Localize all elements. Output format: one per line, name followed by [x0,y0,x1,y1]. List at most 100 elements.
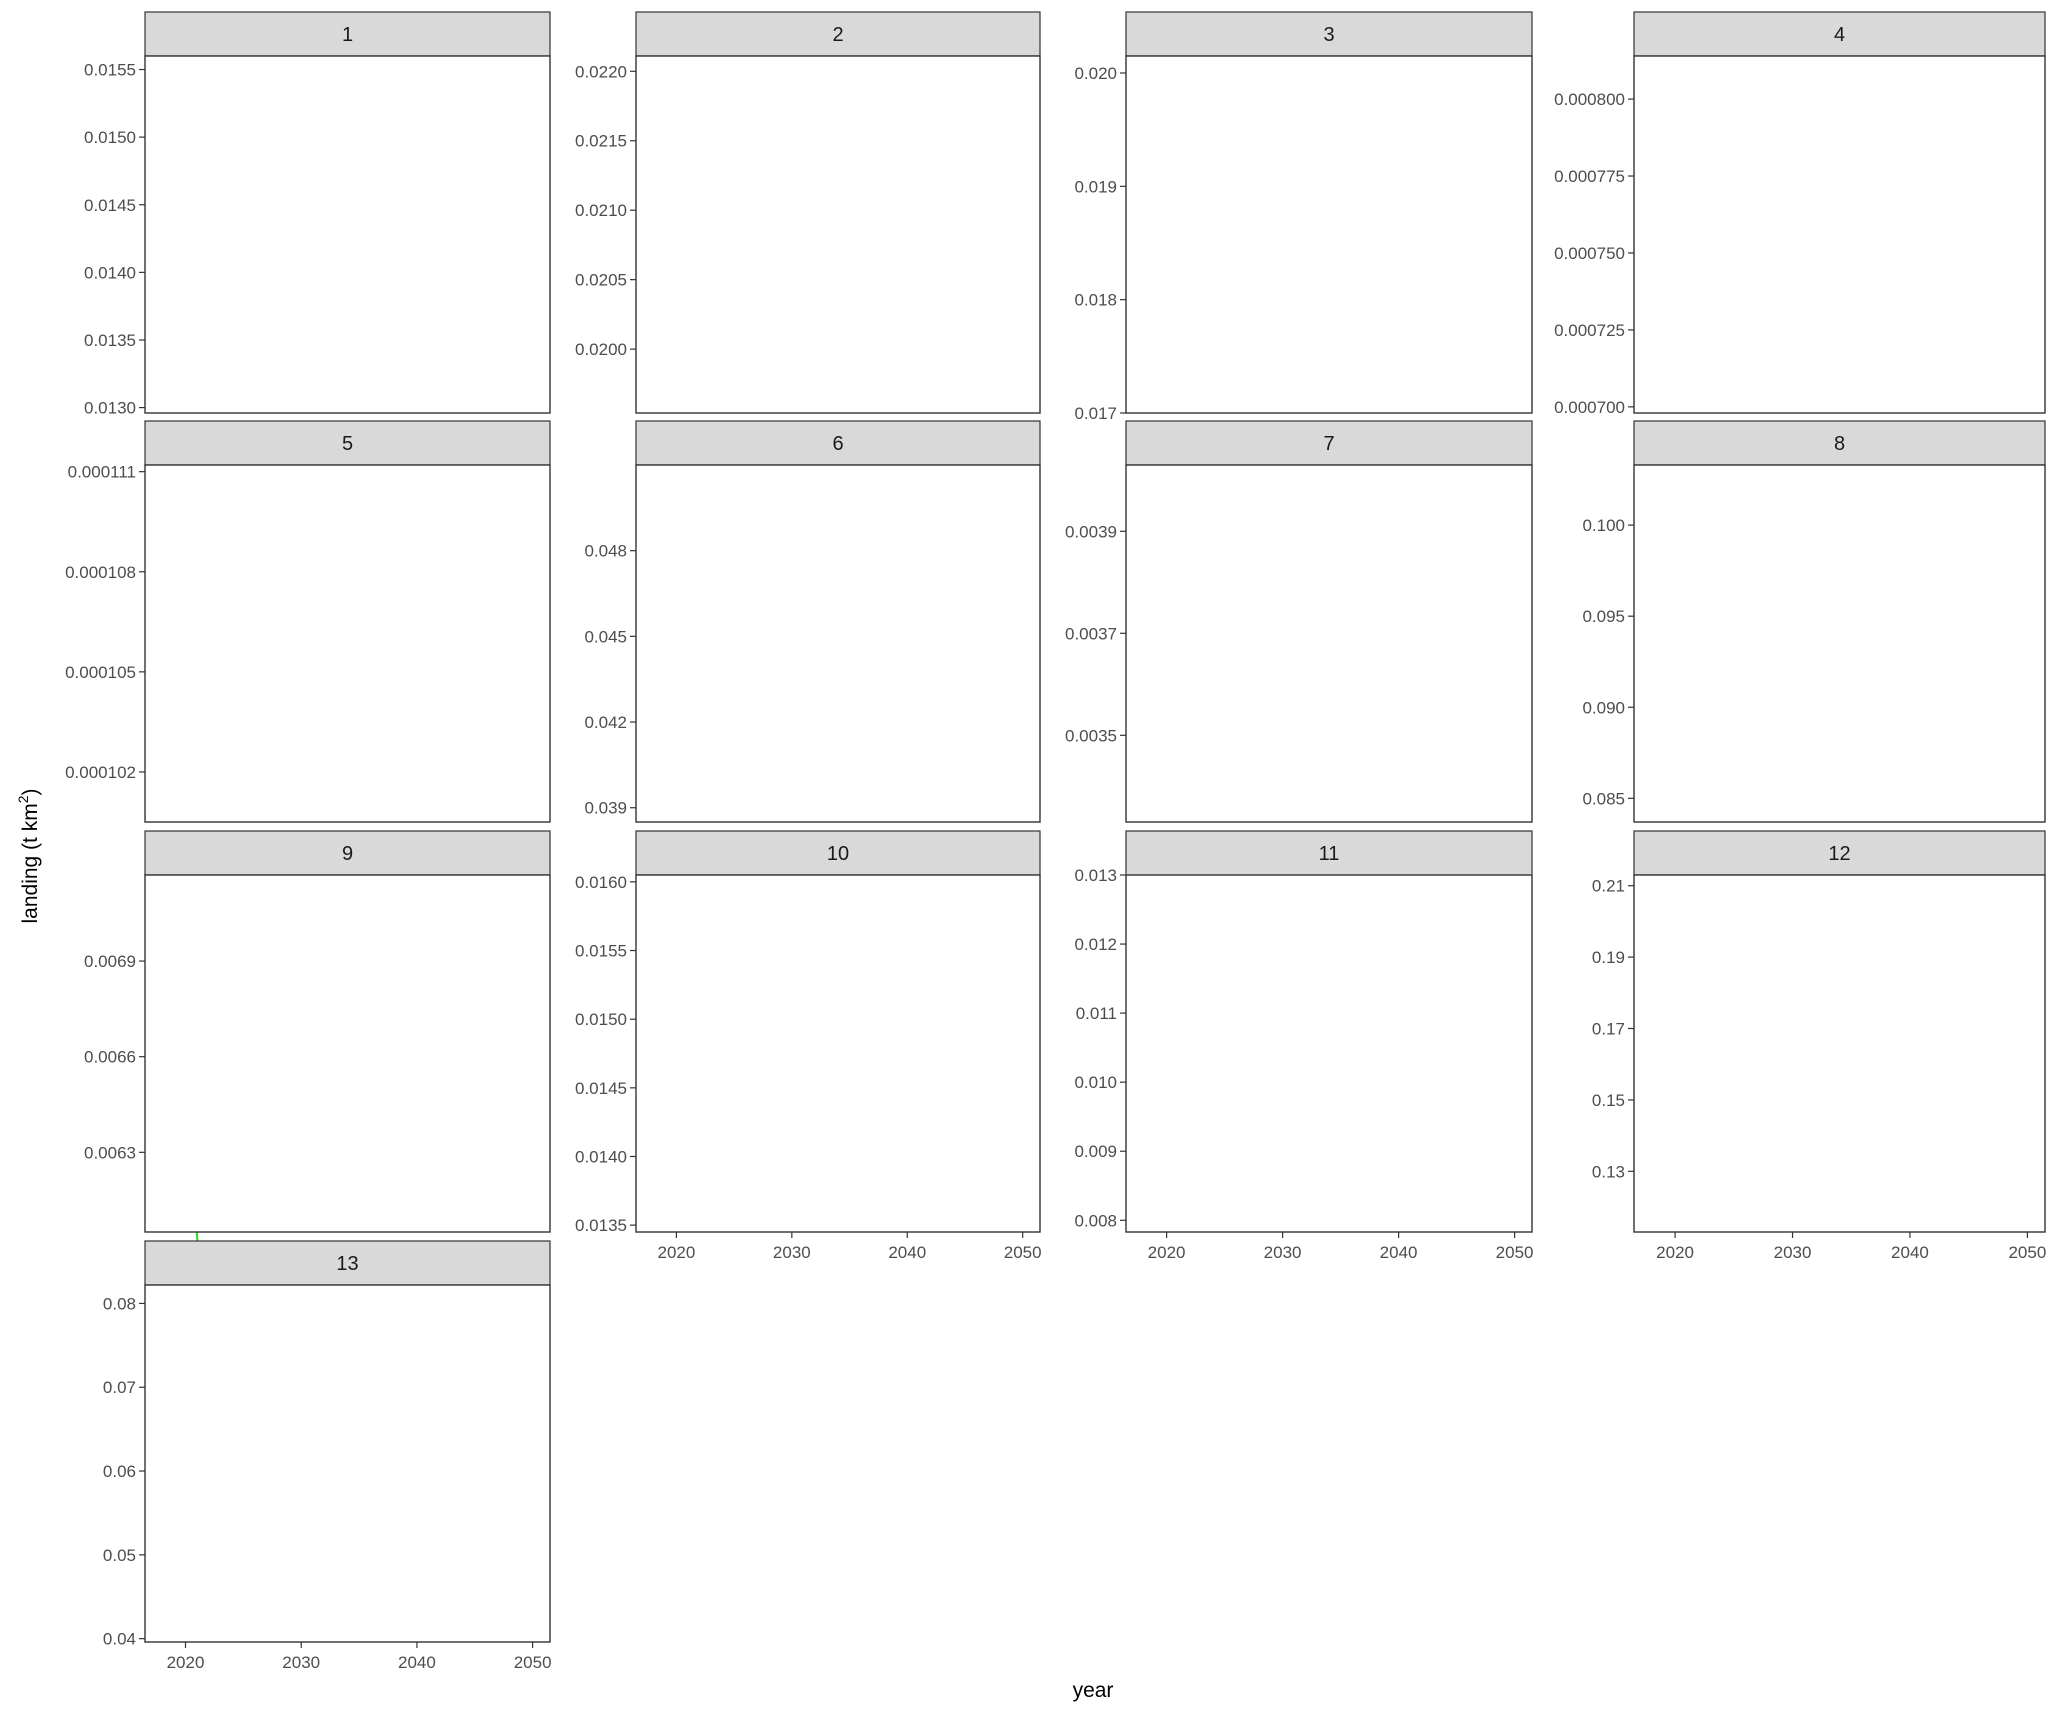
y-tick-label: 0.0160 [575,873,627,892]
panel-border [1633,464,2046,823]
x-tick-label: 2020 [1656,1243,1694,1262]
facet-panel-1: 1 0.0130 0.0135 0.0140 0.0145 0.0150 0.0155 [84,11,551,418]
y-tick-label: 0.045 [584,627,627,646]
y-tick-label: 0.010 [1074,1073,1117,1092]
facet-strip-label: 7 [1323,433,1334,455]
facet-strip-label: 10 [827,843,849,865]
panel-border [1125,874,1533,1233]
facet-strip [144,1240,551,1286]
facet-panel-2: 2 0.0200 0.0205 0.0210 0.0215 0.0220 [575,11,1041,414]
y-tick-label: 0.011 [1076,1004,1117,1023]
facet-strip-label: 9 [342,843,353,865]
facet-panel-4: 4 0.000700 0.000725 0.000750 0.000775 0.00080… [1554,11,2046,417]
panel-border [1633,55,2046,414]
y-tick-label: 0.0150 [575,1010,627,1029]
panel-border [144,1284,551,1643]
x-tick-label: 2050 [1496,1243,1534,1262]
y-tick-label: 0.085 [1582,789,1625,808]
facet-panel-10: 10 0.0135 0.0140 0.0145 0.0150 0.0155 0.0160 20… [575,830,1042,1262]
y-axis-title-main: landing (t km [19,803,42,923]
x-tick-label: 2030 [282,1653,320,1672]
facet-panel-11: 11 0.008 0.009 0.010 0.011 0.012 0.013 2020 2030… [1074,830,1534,1262]
y-tick-label: 0.13 [1592,1162,1625,1181]
x-tick-label: 2020 [657,1243,695,1262]
facet-panel-6: 6 0.039 0.042 0.045 0.048 [584,420,1041,823]
facet-panel-7: 7 0.0035 0.0037 0.0039 [1065,420,1533,823]
facet-strip-label: 13 [336,1253,358,1275]
x-tick-label: 2040 [1380,1243,1418,1262]
y-tick-label: 0.000700 [1554,398,1625,417]
facet-strip [144,420,551,466]
y-tick-label: 0.020 [1074,64,1117,83]
y-tick-label: 0.0140 [575,1147,627,1166]
y-tick-label: 0.000775 [1554,167,1625,186]
panel-border [635,464,1041,823]
facet-strip [1633,830,2046,876]
y-tick-label: 0.0200 [575,340,627,359]
y-tick-label: 0.17 [1592,1020,1625,1039]
x-tick-label: 2050 [1004,1243,1042,1262]
x-tick-label: 2040 [1891,1243,1929,1262]
y-tick-label: 0.039 [584,799,627,818]
y-tick-label: 0.008 [1074,1211,1117,1230]
y-tick-label: 0.000750 [1554,244,1625,263]
panel-border [1633,874,2046,1233]
y-tick-label: 0.0069 [84,952,136,971]
y-tick-label: 0.000102 [65,763,136,782]
facet-strip [1125,830,1533,876]
facet-panel-5: 5 0.000102 0.000105 0.000108 0.000111 [65,420,551,823]
y-tick-label: 0.095 [1582,607,1625,626]
y-tick-label: 0.21 [1592,877,1625,896]
facet-panel-3: 3 0.017 0.018 0.019 0.020 [1074,11,1533,423]
y-tick-label: 0.013 [1074,866,1117,885]
facet-strip [144,11,551,57]
y-tick-label: 0.0063 [84,1143,136,1162]
y-tick-label: 0.090 [1582,698,1625,717]
y-tick-label: 0.0155 [575,942,627,961]
y-tick-label: 0.0135 [575,1216,627,1235]
facet-strip-label: 6 [832,433,843,455]
y-tick-label: 0.0035 [1065,726,1117,745]
y-tick-label: 0.0039 [1065,522,1117,541]
x-tick-label: 2030 [1774,1243,1812,1262]
y-tick-label: 0.012 [1074,935,1117,954]
facet-strip [635,420,1041,466]
y-tick-label: 0.100 [1582,516,1625,535]
y-tick-label: 0.017 [1074,404,1117,423]
y-tick-label: 0.000725 [1554,321,1625,340]
panel-border [144,55,551,414]
x-tick-label: 2040 [398,1653,436,1672]
y-tick-label: 0.0145 [575,1079,627,1098]
y-tick-label: 0.0205 [575,271,627,290]
facet-strip-label: 3 [1323,24,1334,46]
y-tick-label: 0.0215 [575,132,627,151]
y-tick-label: 0.06 [103,1462,136,1481]
x-axis-title: year [1073,1679,1114,1702]
facet-panels: 10.01300.01350.01400.01450.01500.015520.… [65,11,2046,1672]
facet-strip [1125,11,1533,57]
panel-border [1125,55,1533,414]
y-tick-label: 0.07 [103,1378,136,1397]
y-tick-label: 0.0130 [84,399,136,418]
y-tick-label: 0.0210 [575,201,627,220]
x-tick-label: 2020 [167,1653,205,1672]
facet-strip [635,11,1041,57]
y-tick-label: 0.19 [1592,948,1625,967]
facet-panel-8: 8 0.085 0.090 0.095 0.100 [1582,420,2046,823]
x-tick-label: 2030 [773,1243,811,1262]
y-tick-label: 0.15 [1592,1091,1625,1110]
y-axis-title: landing (t km2) [15,788,42,923]
x-tick-label: 2050 [514,1653,552,1672]
panel-border [635,874,1041,1233]
panel-border [635,55,1041,414]
facet-strip-label: 1 [342,24,353,46]
facet-strip-label: 12 [1828,843,1850,865]
facet-strip [635,830,1041,876]
panel-border [1125,464,1533,823]
y-tick-label: 0.009 [1074,1142,1117,1161]
y-tick-label: 0.048 [584,542,627,561]
y-tick-label: 0.05 [103,1546,136,1565]
facet-panel-9: 9 0.0063 0.0066 0.0069 [84,830,551,1383]
y-tick-label: 0.0150 [84,128,136,147]
